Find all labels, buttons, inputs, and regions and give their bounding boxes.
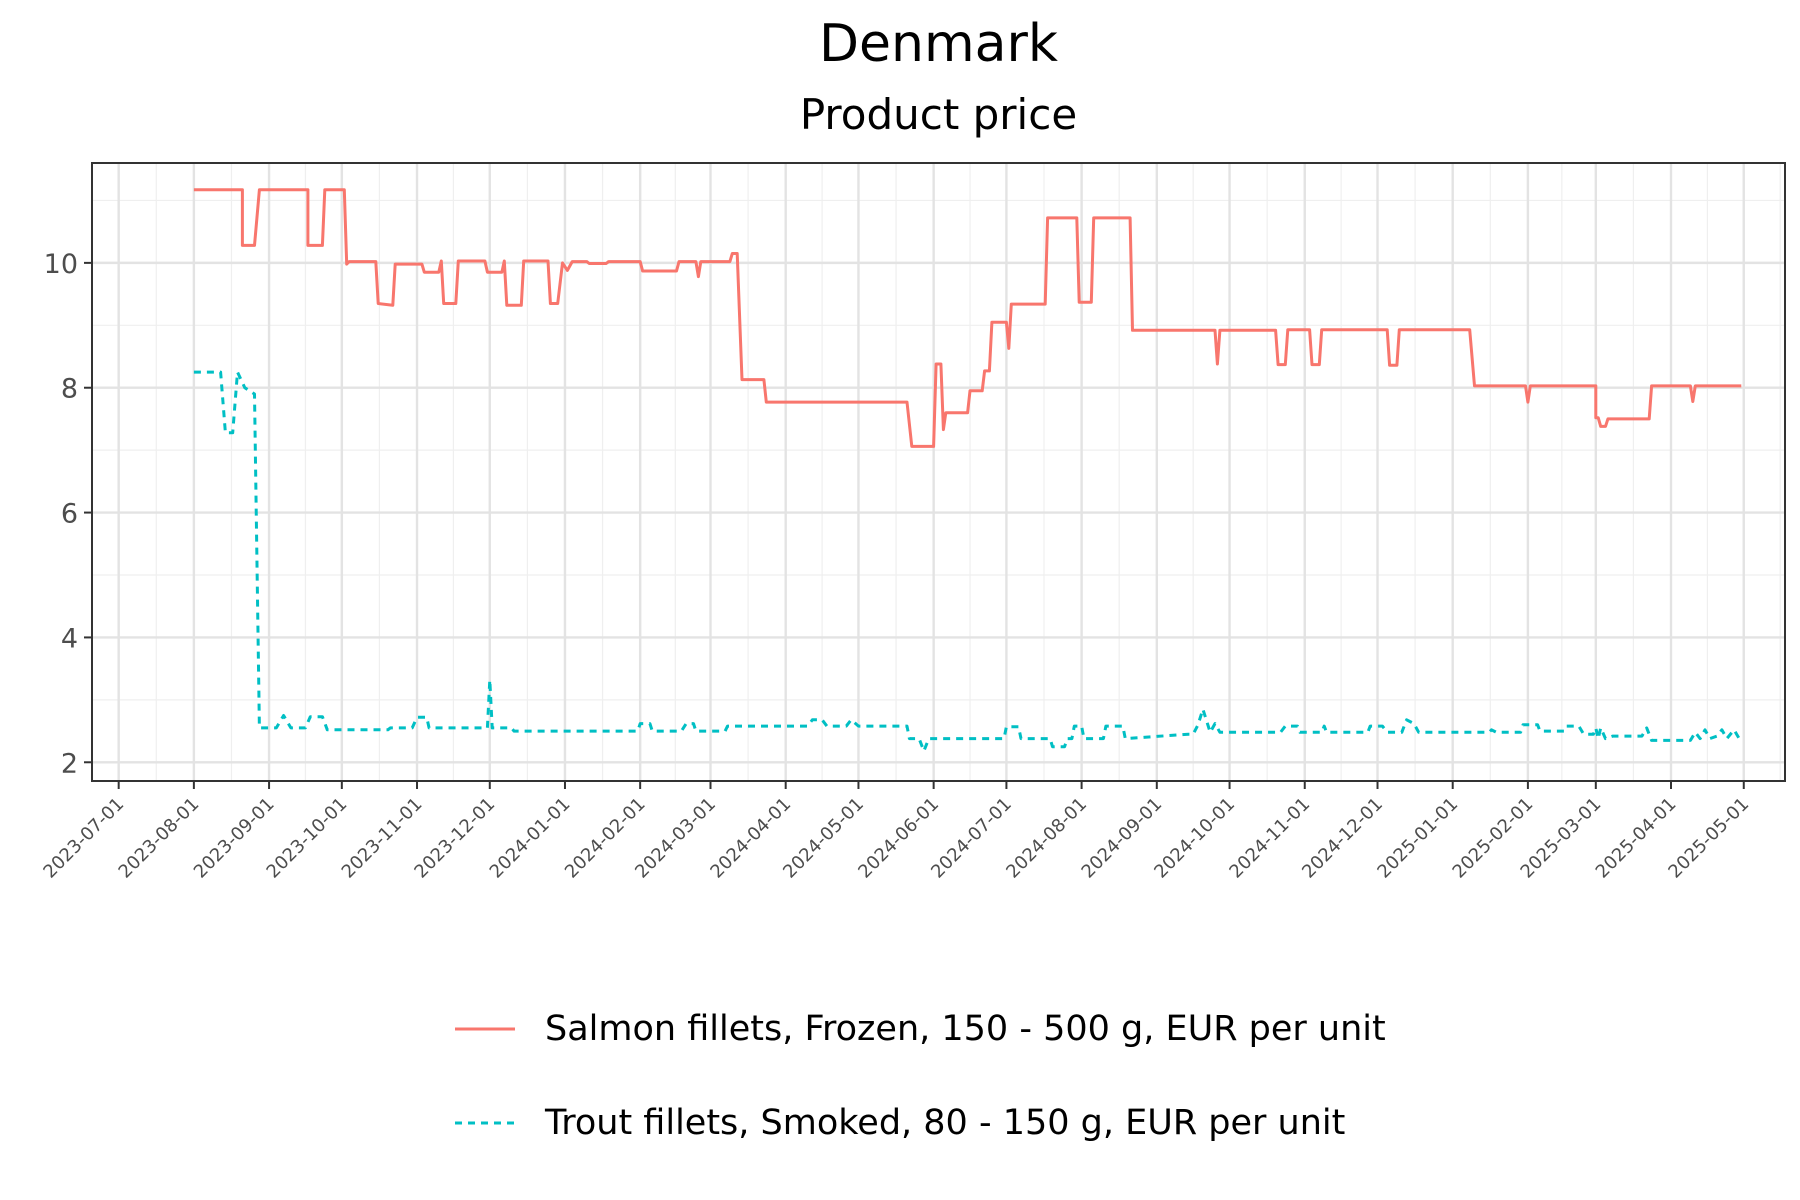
chart-title: Denmark (818, 14, 1058, 74)
y-axis: 2 4 6 8 10 (44, 249, 92, 779)
plot-panel (92, 163, 1785, 781)
y-tick-label: 2 (61, 748, 78, 779)
series-line-0 (193, 188, 1742, 448)
minor-gridlines (92, 163, 1785, 781)
legend-key-salmon (455, 1027, 515, 1031)
chart-subtitle: Product price (799, 90, 1078, 139)
y-tick-label: 4 (61, 623, 78, 654)
legend-label-trout: Trout fillets, Smoked, 80 - 150 g, EUR p… (545, 1103, 1346, 1143)
series-layer (193, 188, 1743, 753)
x-axis: 2023-07-012023-08-012023-09-012023-10-01… (39, 781, 1753, 883)
series-line-1 (193, 370, 1743, 753)
plot-panel-border (91, 162, 1786, 782)
legend-key-trout (455, 1121, 515, 1125)
legend-label-salmon: Salmon fillets, Frozen, 150 - 500 g, EUR… (545, 1009, 1386, 1049)
y-tick-label: 8 (61, 374, 78, 405)
y-tick-label: 10 (44, 249, 78, 280)
y-tick-label: 6 (61, 499, 78, 530)
